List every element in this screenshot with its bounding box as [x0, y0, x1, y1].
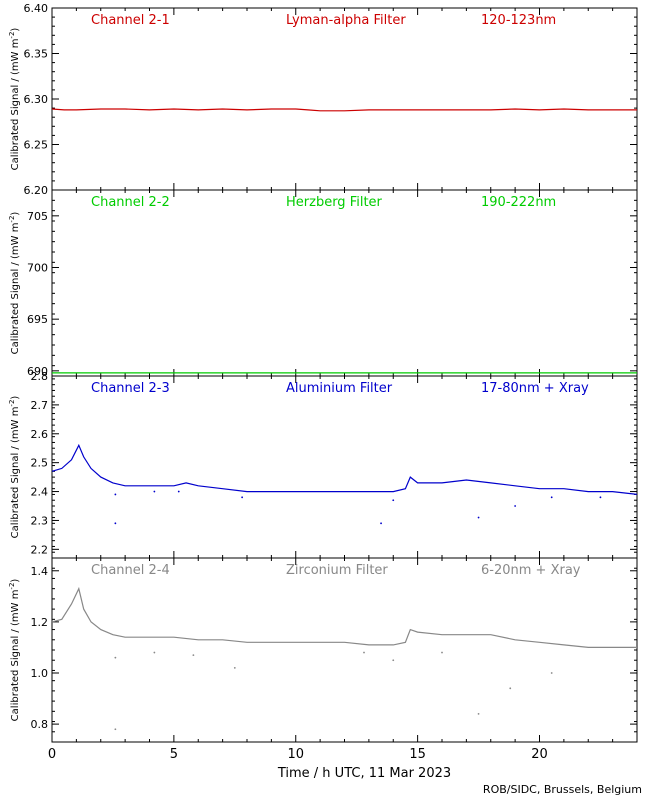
panel-4-series-line — [51, 586, 637, 649]
panel-4-outlier-point — [392, 659, 395, 662]
panel-4-ytick-label: 1.4 — [31, 565, 49, 578]
x-axis-label: Time / h UTC, 11 Mar 2023 — [277, 766, 451, 781]
panel-3-outlier-point — [477, 516, 480, 519]
panel-2-ylabel: Calibrated Signal / (mW m-2) — [8, 212, 21, 355]
panel-4-outlier-point — [233, 666, 236, 669]
xtick-label: 5 — [170, 747, 178, 762]
panel-2-filter-label: Herzberg Filter — [286, 195, 383, 210]
panel-2-ytick-label: 690 — [27, 365, 48, 378]
panel-2-band-label: 190-222nm — [481, 195, 556, 210]
panel-4-ylabel: Calibrated Signal / (mW m-2) — [8, 579, 21, 722]
panel-4-outlier-point — [153, 651, 156, 654]
panel-3-outlier-point — [514, 505, 517, 507]
panel-3-ytick-label: 2.2 — [31, 543, 49, 556]
panel-2-ytick-label: 705 — [27, 210, 48, 223]
panel-4-outlier-point — [114, 728, 117, 731]
xtick-label: 15 — [409, 747, 426, 762]
panel-3-frame — [51, 375, 638, 559]
credit-text: ROB/SIDC, Brussels, Belgium — [482, 783, 642, 796]
panel-3-ytick-label: 2.3 — [31, 514, 49, 527]
panel-1-ytick-label: 6.30 — [24, 93, 49, 106]
panel-1-ytick-label: 6.25 — [24, 139, 49, 152]
panel-4-outlier-point — [192, 654, 195, 657]
panel-3-outlier-point — [114, 493, 117, 496]
panel-1-ytick-label: 6.40 — [24, 2, 49, 15]
panel-4-outlier-point — [114, 656, 117, 659]
panel-3-ytick-label: 2.8 — [31, 370, 49, 383]
panel-4-ytick-label: 1.0 — [31, 667, 49, 680]
panel-3-filter-label: Aluminium Filter — [286, 381, 393, 396]
panel-2-frame — [51, 189, 638, 377]
panel-2-channel-label: Channel 2-2 — [91, 195, 170, 210]
panel-4-ytick-label: 1.2 — [31, 616, 49, 629]
panel-4-outlier-point — [477, 712, 480, 715]
panel-3-ylabel: Calibrated Signal / (mW m-2) — [8, 396, 21, 539]
panel-3-outlier-point — [241, 496, 244, 499]
panel-1-ytick-label: 6.35 — [24, 48, 49, 61]
panel-4-ytick-label: 0.8 — [31, 718, 49, 731]
panel-1-ylabel: Calibrated Signal / (mW m-2) — [8, 28, 21, 171]
xtick-label: 0 — [48, 747, 56, 762]
panel-4-outlier-point — [441, 651, 443, 654]
panel-3-ytick-label: 2.7 — [31, 399, 49, 412]
panel-3-outlier-point — [177, 490, 180, 493]
panel-4-outlier-point — [550, 672, 553, 674]
panel-3-outlier-point — [599, 496, 602, 499]
panel-4-channel-label: Channel 2-4 — [91, 563, 170, 578]
panel-3-ytick-label: 2.6 — [31, 428, 49, 441]
panel-3-ytick-label: 2.4 — [31, 486, 49, 499]
panel-2-ytick-label: 695 — [27, 313, 48, 326]
panel-3-outlier-point — [392, 499, 395, 502]
panel-1-channel-label: Channel 2-1 — [91, 13, 170, 28]
panel-3-channel-label: Channel 2-3 — [91, 381, 170, 396]
xtick-label: 20 — [531, 747, 548, 762]
panel-3-outlier-point — [114, 522, 117, 525]
panel-3-outlier-point — [153, 490, 156, 493]
xtick-label: 10 — [287, 747, 304, 762]
panel-3-series-line — [51, 443, 638, 495]
panel-3-outlier-point — [550, 496, 553, 499]
panel-3-band-label: 17-80nm + Xray — [481, 381, 589, 396]
panel-4-frame — [51, 557, 638, 743]
panel-4-filter-label: Zirconium Filter — [286, 563, 388, 578]
panel-3-ytick-label: 2.5 — [31, 457, 49, 470]
panel-2-ytick-label: 700 — [27, 262, 48, 275]
panel-4-outlier-point — [509, 687, 512, 690]
panel-1-frame — [51, 7, 638, 191]
panel-1-ytick-label: 6.20 — [24, 184, 49, 197]
panel-1-band-label: 120-123nm — [481, 13, 556, 28]
panel-3-outlier-point — [380, 522, 382, 525]
panel-4-outlier-point — [363, 651, 365, 654]
panel-4-band-label: 6-20nm + Xray — [481, 563, 581, 578]
panel-1-series-line — [51, 108, 637, 112]
panel-1-filter-label: Lyman-alpha Filter — [286, 13, 406, 28]
